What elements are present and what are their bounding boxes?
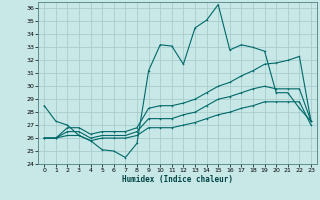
X-axis label: Humidex (Indice chaleur): Humidex (Indice chaleur) bbox=[122, 175, 233, 184]
